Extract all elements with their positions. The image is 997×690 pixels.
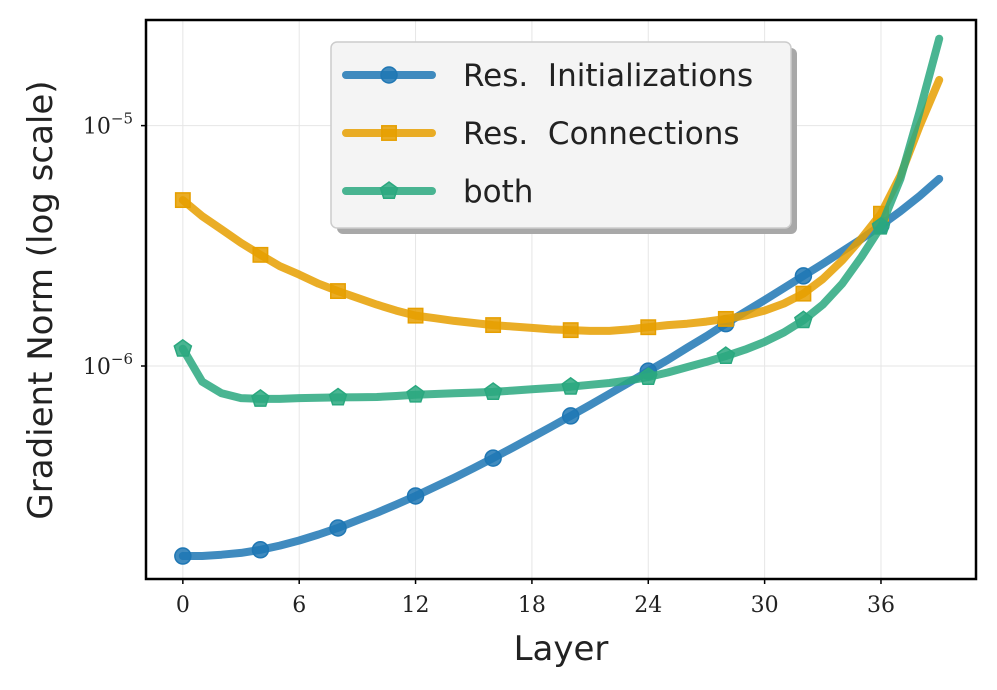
data-point	[485, 317, 502, 334]
data-point	[638, 367, 658, 385]
plot-series	[173, 34, 944, 565]
series-res-initializations	[174, 174, 944, 565]
y-axis-title: Gradient Norm (log scale)	[21, 80, 61, 519]
x-tick-label: 12	[402, 593, 430, 618]
data-point	[251, 541, 270, 559]
legend-marker	[380, 66, 398, 84]
legend-marker	[381, 125, 397, 141]
data-point	[407, 307, 424, 324]
data-point	[561, 376, 581, 395]
legend-item: both	[342, 174, 533, 210]
x-tick-label: 30	[751, 593, 779, 618]
x-tick-label: 0	[176, 593, 190, 618]
data-point	[483, 382, 503, 400]
data-point	[561, 407, 580, 425]
legend-label: Res. Initializations	[463, 58, 753, 94]
plot-frame	[144, 18, 978, 581]
legend-label: Res. Connections	[463, 116, 740, 152]
legend-item: Res. Initializations	[342, 58, 753, 94]
legend-box	[330, 41, 792, 229]
data-point	[795, 285, 812, 302]
data-point	[406, 487, 425, 505]
legend-item: Res. Connections	[342, 116, 740, 152]
legend-marker	[379, 181, 399, 199]
data-point	[871, 216, 891, 235]
data-point	[716, 346, 736, 365]
axis-ticks: 0 6 12 18 24 30 36 10−6 10−5	[83, 110, 895, 618]
x-tick-label: 18	[518, 593, 546, 618]
data-point	[251, 388, 270, 407]
x-tick-label: 24	[634, 593, 662, 618]
data-point	[794, 267, 813, 285]
series-line	[178, 34, 944, 403]
data-point	[484, 449, 502, 467]
legend: Res. Initializations Res. Connections both	[330, 41, 797, 234]
series-line	[178, 174, 944, 560]
data-point	[329, 519, 347, 537]
data-point	[330, 283, 346, 300]
data-point	[562, 322, 579, 339]
data-point	[406, 384, 425, 403]
x-tick-label: 36	[867, 593, 895, 618]
data-point	[174, 192, 191, 209]
data-point	[252, 246, 269, 263]
data-point	[174, 547, 192, 565]
series-both	[173, 34, 944, 407]
y-tick-label: 10−5	[83, 110, 133, 140]
legend-label: both	[463, 174, 533, 210]
x-tick-label: 6	[292, 593, 306, 618]
data-point	[640, 319, 657, 336]
y-tick-label: 10−6	[83, 350, 133, 380]
data-point	[328, 387, 348, 406]
series-line	[178, 75, 944, 335]
data-point	[717, 310, 734, 327]
data-point	[173, 338, 193, 357]
data-point	[794, 310, 813, 329]
x-axis-title: Layer	[514, 629, 609, 669]
